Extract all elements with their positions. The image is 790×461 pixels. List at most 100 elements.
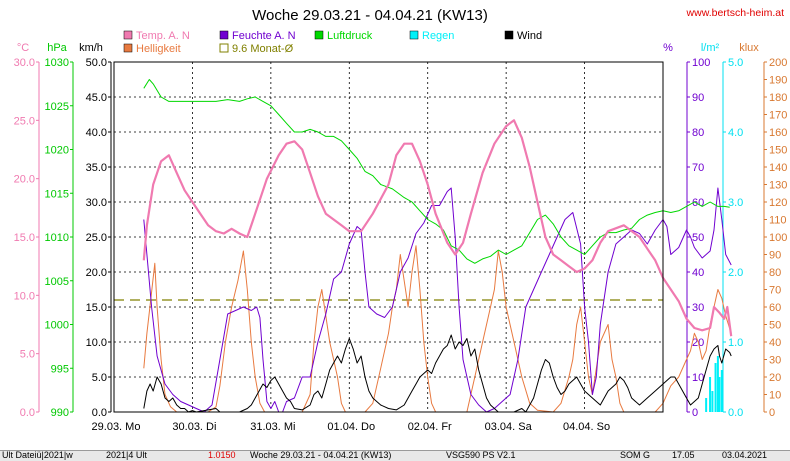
legend-item: Wind [504, 30, 542, 42]
hum-tick-label: 100 [692, 57, 710, 69]
wind-tick-label: 35.0 [86, 162, 107, 174]
chart-axes: 29.03. Mo 30.03. Di 31.03. Mi 01.04. Do 02.0… [14, 42, 788, 433]
status-field: Ult Dateiü|2021|w [2, 450, 73, 460]
status-field: Woche 29.03.21 - 04.04.21 (KW13) [250, 450, 392, 460]
temp-tick-label: 5.0 [20, 349, 35, 361]
legend-item: Helligkeit [123, 43, 181, 55]
light-tick-label: 110 [769, 215, 787, 227]
press-tick-label: 1010 [45, 232, 69, 244]
legend-label: Helligkeit [136, 43, 181, 55]
wind-tick-label: 45.0 [86, 92, 107, 104]
chart-series [142, 79, 733, 413]
light-tick-label: 10 [769, 390, 781, 402]
light-tick-label: 0 [769, 407, 775, 419]
light-tick-label: 190 [769, 75, 787, 87]
temp-tick-label: 30.0 [14, 57, 35, 69]
press-tick-label: 1025 [45, 101, 69, 113]
series-line-temp-a-n [142, 119, 733, 337]
rain-bars [705, 356, 723, 412]
press-tick-label: 1015 [45, 188, 69, 200]
light-tick-label: 120 [769, 197, 787, 209]
legend-label: Temp. A. N [136, 30, 190, 42]
x-tick-label: 04.04. So [563, 421, 610, 433]
legend-item: 9.6 Monat-Ø [219, 43, 294, 55]
status-field: 03.04.2021 [722, 450, 768, 460]
hum-unit-label: % [663, 42, 673, 54]
legend-item: Luftdruck [314, 30, 373, 42]
temp-tick-label: 20.0 [14, 174, 35, 186]
weather-chart: Woche 29.03.21 - 04.04.21 (KW13) www.ber… [14, 7, 788, 433]
rain-bar [705, 398, 708, 412]
rain-tick-label: 4.0 [728, 127, 743, 139]
series-line-feuchte-a-n [143, 187, 732, 413]
legend-swatch [504, 30, 514, 40]
status-bar: Ult Dateiü|2021|w 2021|4 Ult 1.0150 Woch… [0, 450, 790, 461]
status-field: 2021|4 Ult [106, 450, 147, 460]
legend-item: Regen [409, 30, 454, 42]
legend-item: Feuchte A. N [219, 30, 296, 42]
temp-unit-label: °C [17, 42, 29, 54]
x-tick-label: 29.03. Mo [92, 421, 141, 433]
wind-tick-label: 20.0 [86, 267, 107, 279]
status-field: VSG590 PS V2.1 [446, 450, 516, 460]
light-tick-label: 180 [769, 92, 787, 104]
rain-tick-label: 1.0 [728, 337, 743, 349]
legend-label: Wind [517, 30, 542, 42]
x-tick-label: 01.04. Do [327, 421, 375, 433]
wind-tick-label: 40.0 [86, 127, 107, 139]
light-tick-label: 30 [769, 355, 781, 367]
legend-swatch [219, 43, 229, 53]
rain-tick-label: 3.0 [728, 197, 743, 209]
legend-swatch [314, 30, 324, 40]
site-watermark: www.bertsch-heim.at [686, 7, 785, 19]
press-tick-label: 995 [51, 363, 69, 375]
light-tick-label: 160 [769, 127, 787, 139]
wind-unit-label: km/h [79, 42, 103, 54]
hum-tick-label: 90 [692, 92, 704, 104]
legend-label: Luftdruck [327, 30, 373, 42]
hum-tick-label: 10 [692, 372, 704, 384]
hum-tick-label: 40 [692, 267, 704, 279]
light-tick-label: 170 [769, 110, 787, 122]
wind-tick-label: 50.0 [86, 57, 107, 69]
hum-tick-label: 50 [692, 232, 704, 244]
x-tick-label: 02.04. Fr [408, 421, 452, 433]
light-tick-label: 70 [769, 285, 781, 297]
chart-grid [114, 62, 663, 412]
status-field: SOM G [620, 450, 651, 460]
rain-tick-label: 2.0 [728, 267, 743, 279]
hum-tick-label: 60 [692, 197, 704, 209]
legend-swatch [219, 30, 229, 40]
light-tick-label: 150 [769, 145, 787, 157]
temp-tick-label: 10.0 [14, 290, 35, 302]
rain-bar [716, 356, 719, 412]
x-tick-label: 03.04. Sa [485, 421, 533, 433]
temp-tick-label: 25.0 [14, 115, 35, 127]
wind-tick-label: 30.0 [86, 197, 107, 209]
press-tick-label: 1000 [45, 320, 69, 332]
temp-tick-label: 15.0 [14, 232, 35, 244]
x-tick-label: 31.03. Mi [250, 421, 295, 433]
press-tick-label: 1020 [45, 145, 69, 157]
press-unit-label: hPa [47, 42, 67, 54]
series-line-luftdruck [143, 79, 730, 264]
light-tick-label: 40 [769, 337, 781, 349]
rain-tick-label: 0.0 [728, 407, 743, 419]
legend-label: Regen [422, 30, 454, 42]
light-tick-label: 60 [769, 302, 781, 314]
press-tick-label: 990 [51, 407, 69, 419]
series-line-wind [143, 334, 732, 413]
hum-tick-label: 80 [692, 127, 704, 139]
light-tick-label: 100 [769, 232, 787, 244]
temp-tick-label: 0.0 [20, 407, 35, 419]
hum-tick-label: 30 [692, 302, 704, 314]
wind-tick-label: 0.0 [92, 407, 107, 419]
press-tick-label: 1005 [45, 276, 69, 288]
plot-frame [113, 61, 664, 413]
light-tick-label: 20 [769, 372, 781, 384]
press-tick-label: 1030 [45, 57, 69, 69]
legend-item: Temp. A. N [123, 30, 190, 42]
light-tick-label: 90 [769, 250, 781, 262]
series-line-helligkeit [143, 245, 732, 413]
